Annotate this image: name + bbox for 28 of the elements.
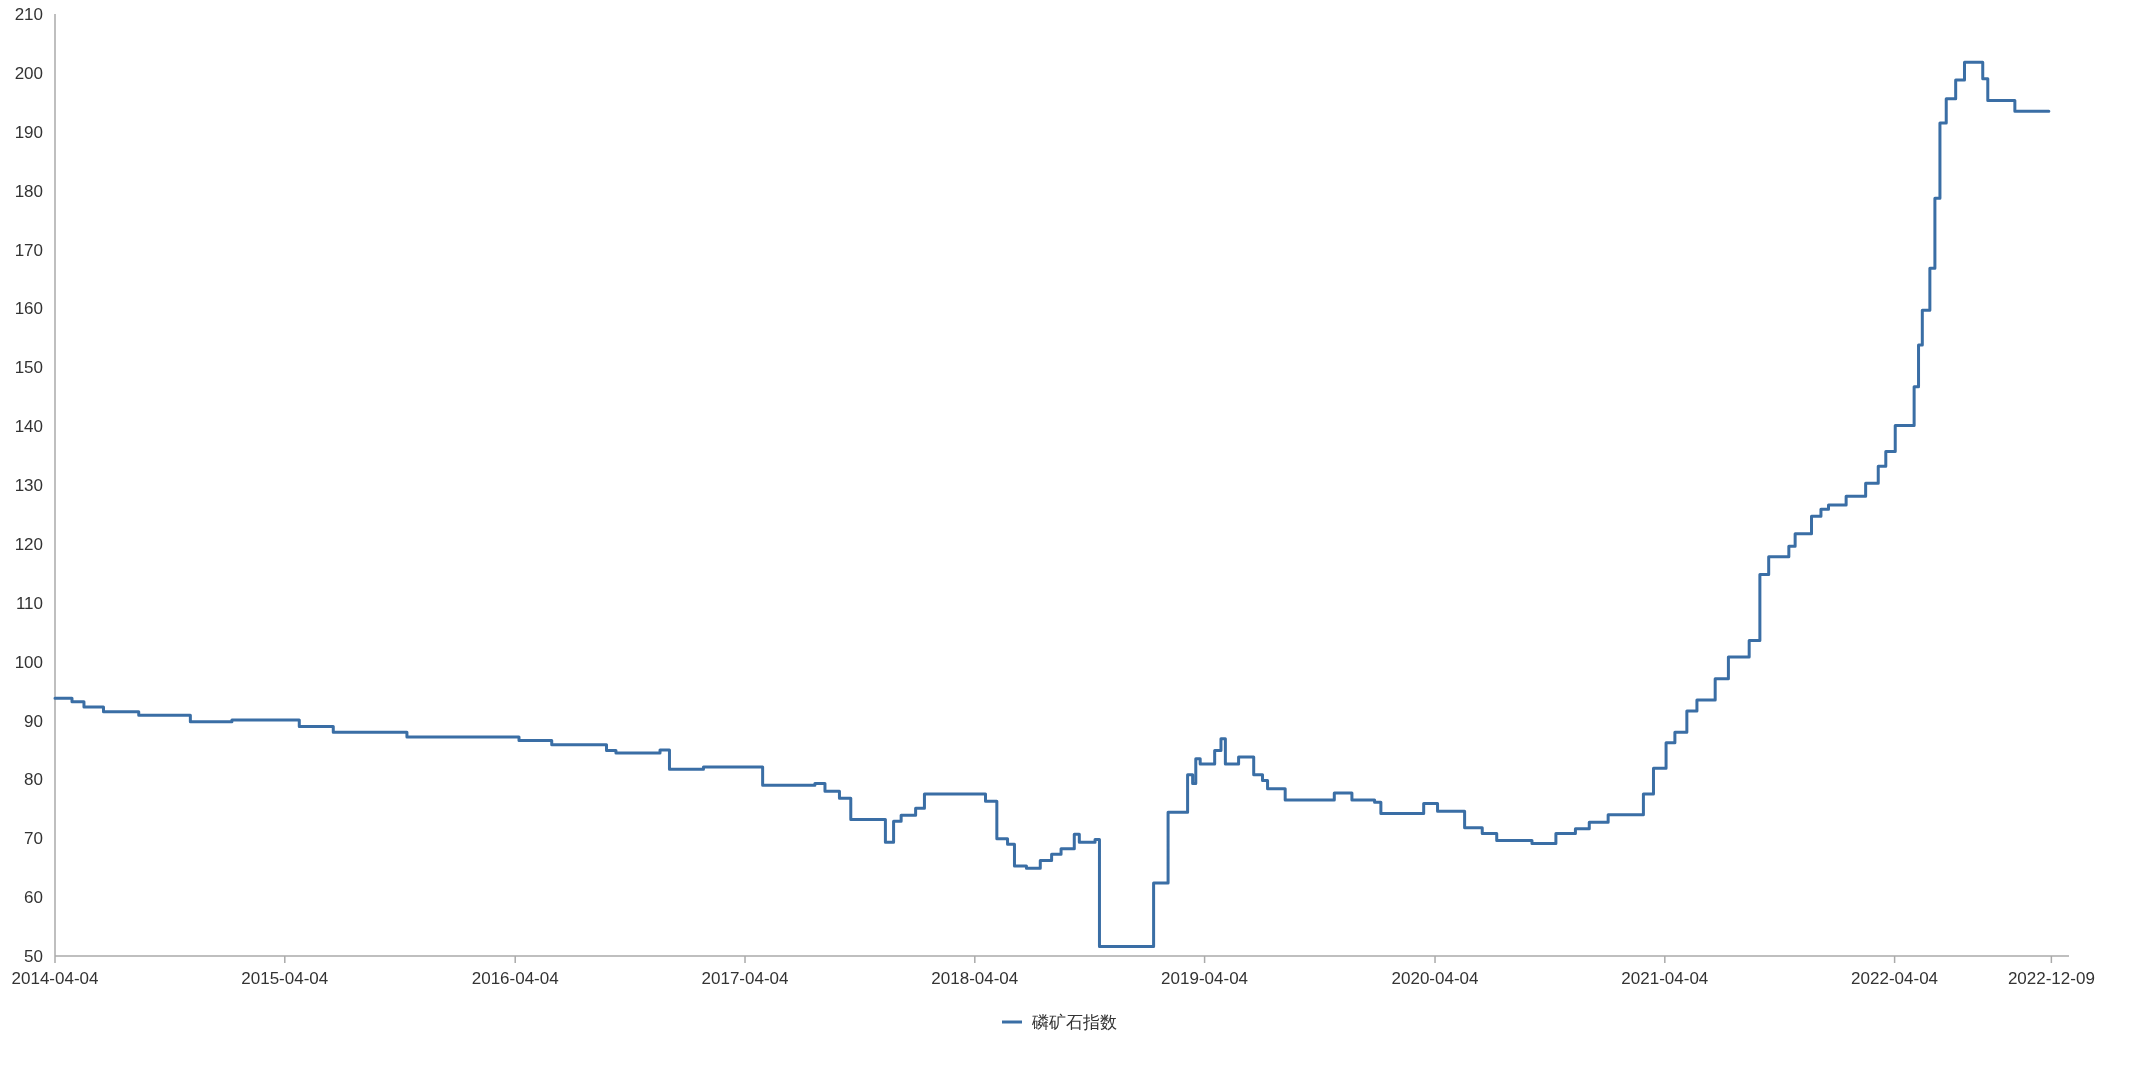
x-tick-label: 2022-12-09 [2007, 969, 2095, 988]
y-tick-label: 80 [24, 770, 43, 790]
y-tick-label: 150 [14, 358, 43, 378]
x-tick-label: 2015-04-04 [241, 969, 329, 988]
y-tick-label: 100 [14, 652, 43, 672]
x-tick-label: 2019-04-04 [1161, 969, 1249, 988]
x-tick-label: 2021-04-04 [1621, 969, 1709, 988]
y-tick-label: 210 [14, 5, 43, 24]
x-tick-label: 2020-04-04 [1391, 969, 1479, 988]
x-tick-label: 2017-04-04 [701, 969, 789, 988]
y-tick-label: 50 [24, 947, 43, 966]
x-tick-label: 2014-04-04 [11, 969, 99, 988]
y-tick-label: 110 [15, 593, 43, 613]
y-tick-label: 190 [14, 122, 43, 142]
y-tick-label: 200 [14, 63, 43, 83]
y-tick-label: 160 [14, 299, 43, 319]
y-tick-label: 180 [14, 181, 43, 201]
y-tick-label: 90 [24, 711, 43, 731]
y-tick-label: 130 [14, 476, 43, 495]
y-tick-label: 170 [14, 240, 43, 260]
x-tick-label: 2016-04-04 [471, 969, 559, 988]
x-tick-label: 2022-04-04 [1851, 969, 1939, 988]
legend-label: 磷矿石指数 [1031, 1013, 1117, 1032]
x-tick-label: 2018-04-04 [931, 969, 1019, 988]
y-tick-label: 120 [14, 534, 43, 554]
y-tick-label: 140 [14, 417, 43, 437]
y-tick-label: 70 [24, 829, 43, 849]
y-tick-label: 60 [24, 888, 43, 908]
